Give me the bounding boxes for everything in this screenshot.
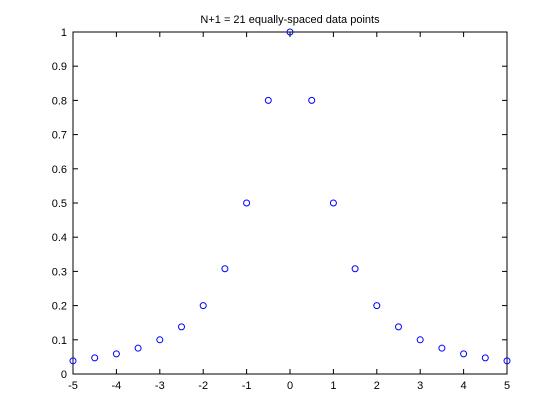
x-tick-label: 2 xyxy=(374,380,380,392)
data-point xyxy=(308,96,316,104)
data-point xyxy=(329,199,337,207)
data-point xyxy=(395,323,402,331)
x-tick-label: 4 xyxy=(461,380,467,392)
data-markers xyxy=(69,28,511,365)
data-point xyxy=(286,28,294,36)
data-point xyxy=(112,350,120,358)
data-point xyxy=(199,302,207,310)
data-point xyxy=(156,336,164,344)
axes-box xyxy=(72,31,508,375)
x-axis-ticks: -5 -4 -3 -2 -1 0 1 2 3 4 5 xyxy=(68,32,510,392)
y-tick-label: 0.1 xyxy=(52,335,67,347)
data-point xyxy=(351,265,359,273)
x-tick-label: 3 xyxy=(417,380,423,392)
data-point xyxy=(460,350,468,358)
y-tick-label: 0.5 xyxy=(52,198,67,210)
y-tick-label: 0.2 xyxy=(52,301,67,313)
x-tick-label: -3 xyxy=(155,380,165,392)
x-tick-label: -5 xyxy=(68,380,78,392)
y-tick-label: 0.3 xyxy=(52,266,67,278)
data-point xyxy=(69,357,77,365)
y-tick-label: 0.9 xyxy=(52,61,67,73)
data-point xyxy=(134,344,142,352)
data-point xyxy=(503,357,511,365)
y-tick-label: 0 xyxy=(61,369,67,381)
data-point xyxy=(178,323,185,331)
y-tick-label: 0.4 xyxy=(52,232,67,244)
data-point xyxy=(91,354,99,362)
x-tick-label: -1 xyxy=(242,380,252,392)
x-tick-label: 5 xyxy=(504,380,510,392)
x-tick-label: 1 xyxy=(330,380,336,392)
y-tick-label: 0.6 xyxy=(52,164,67,176)
x-tick-label: -4 xyxy=(112,380,122,392)
x-tick-label: 0 xyxy=(287,380,293,392)
data-point xyxy=(481,354,489,362)
data-point xyxy=(438,344,446,352)
chart-title: N+1 = 21 equally-spaced data points xyxy=(200,14,380,26)
x-tick-label: -2 xyxy=(198,380,208,392)
y-tick-label: 0.8 xyxy=(52,95,67,107)
y-tick-label: 0.7 xyxy=(52,130,67,142)
data-point xyxy=(264,96,272,104)
y-axis-ticks: 0 0.1 0.2 0.3 0.4 0.5 0.6 0.7 0.8 0.9 1 xyxy=(52,27,507,381)
data-point xyxy=(373,302,381,310)
data-point xyxy=(221,265,229,273)
data-point xyxy=(243,199,251,207)
y-tick-label: 1 xyxy=(61,27,67,39)
data-point xyxy=(416,336,424,344)
